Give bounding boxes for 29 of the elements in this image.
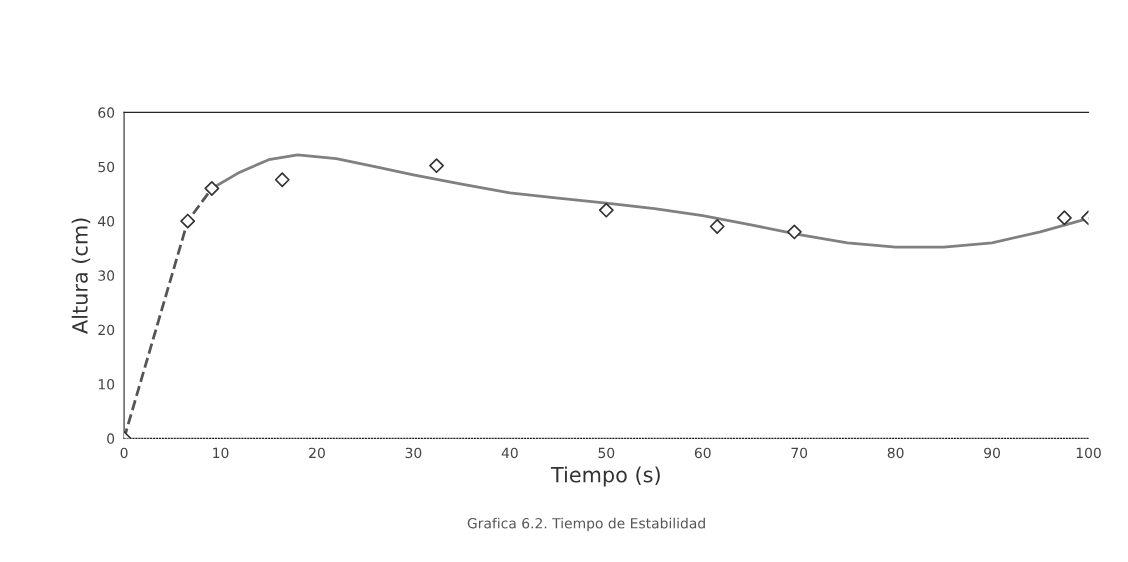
point: [180, 213, 196, 229]
point: [709, 219, 725, 234]
y-tick-label: 60: [98, 107, 115, 118]
x-axis-title: Tiempo (s): [550, 466, 660, 487]
point: [429, 158, 444, 174]
y-tick-label: 0: [107, 433, 115, 444]
x-tick-label: 20: [309, 447, 325, 459]
y-tick-label: 20: [98, 324, 115, 336]
x-tick-label: 40: [501, 447, 518, 459]
x-tick-label: 0: [120, 447, 128, 459]
text: Grafica 6.2. Tiempo de Estabilidad: [467, 517, 705, 532]
y-tick-label: 40: [98, 216, 115, 227]
y-tick-label: 30: [98, 270, 115, 281]
x-tick-label: 60: [694, 447, 711, 459]
point: [786, 224, 802, 240]
point: [204, 181, 220, 196]
point: [598, 202, 614, 218]
x-tick-label: 10: [213, 447, 229, 459]
x-tick-label: 80: [887, 447, 904, 459]
x-tick-label: 100: [1076, 447, 1101, 459]
point: [1056, 210, 1072, 226]
x-tick-label: 70: [791, 447, 808, 459]
y-axis-title: Altura (cm): [71, 218, 91, 334]
point: [274, 172, 290, 188]
x-tick-label: 90: [984, 447, 1000, 459]
x-tick-label: 50: [598, 447, 615, 459]
y-tick-label: 50: [98, 161, 115, 173]
y-tick-label: 10: [98, 379, 115, 390]
x-tick-label: 30: [405, 447, 422, 459]
